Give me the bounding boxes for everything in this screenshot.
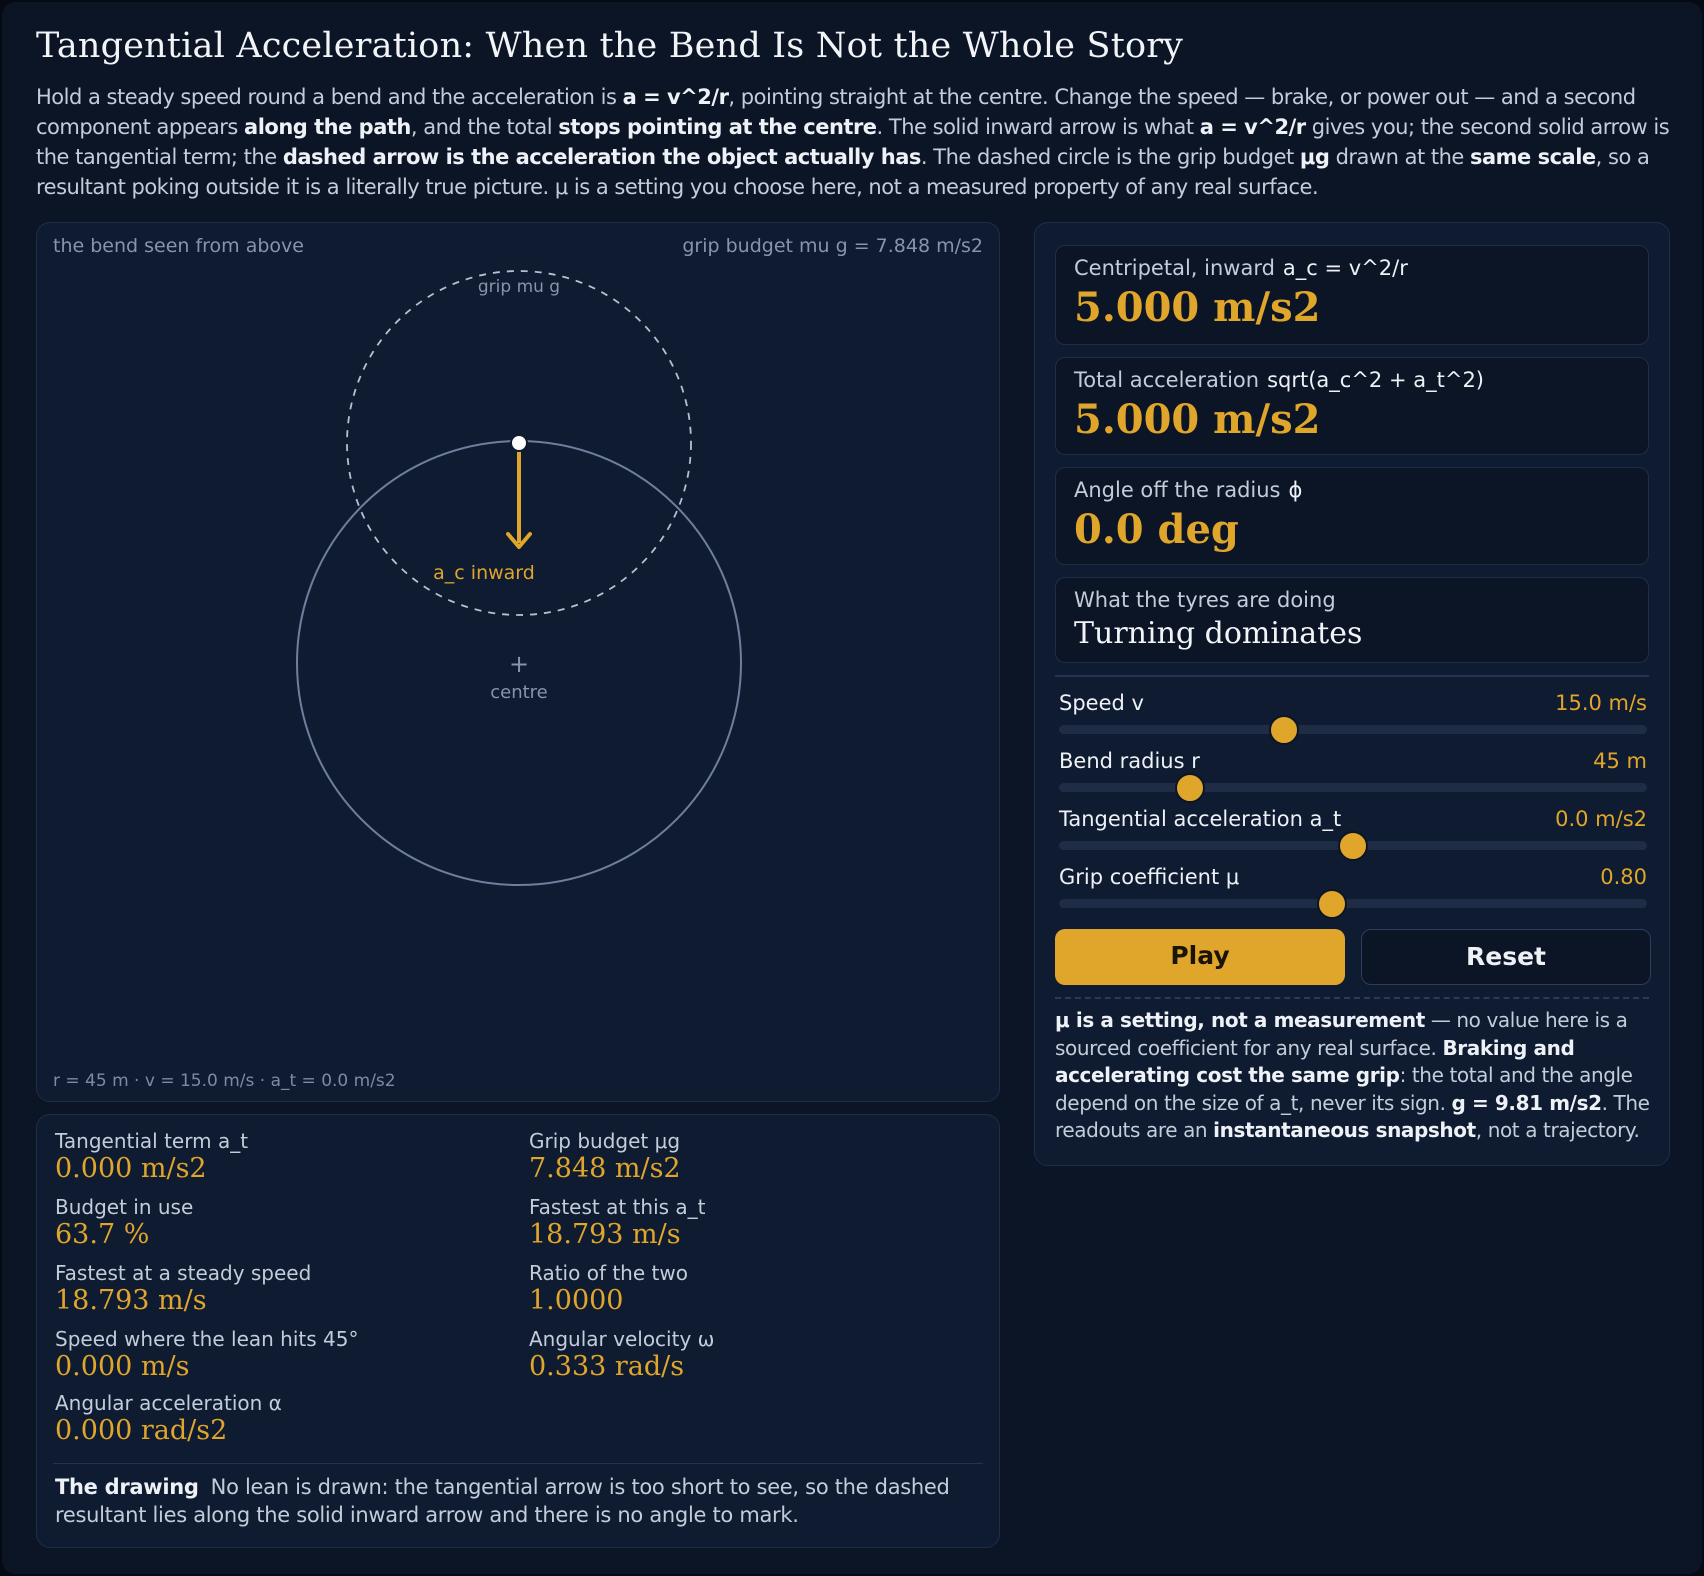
slider-thumb[interactable] [1317,889,1348,919]
canvas-status: r = 45 m · v = 15.0 m/s · a_t = 0.0 m/s2 [53,1071,396,1091]
stat-ratio: Ratio of the two 1.0000 [529,1261,688,1316]
grip-circle-label: grip mu g [478,277,560,297]
readout-tyres: What the tyres are doing Turning dominat… [1055,577,1649,663]
stat-fastest-steady: Fastest at a steady speed 18.793 m/s [55,1261,312,1316]
slider-track[interactable] [1059,899,1647,908]
stat-tangential-term: Tangential term a_t 0.000 m/s2 [55,1129,249,1184]
stat-angular-accel: Angular acceleration α 0.000 rad/s2 [55,1391,282,1446]
bend-diagram: grip mu g a_c inward + centre [296,270,742,886]
readout-centripetal: Centripetal, inward a_c = v^2/r 5.000 m/s… [1055,245,1649,345]
radius-slider[interactable]: Bend radius r 45 m [1059,749,1647,803]
speed-slider[interactable]: Speed v 15.0 m/s [1059,691,1647,745]
divider [53,1463,983,1464]
stat-budget-in-use: Budget in use 63.7 % [55,1195,194,1250]
stat-grip-budget: Grip budget μg 7.848 m/s2 [529,1129,681,1184]
divider [1055,675,1649,677]
stat-lean-45: Speed where the lean hits 45° 0.000 m/s [55,1327,359,1382]
slider-thumb[interactable] [1338,831,1368,861]
bend-canvas: the bend seen from above grip budget mu … [36,222,1000,1102]
canvas-caption: the bend seen from above [53,235,304,257]
settings-note: μ is a setting, not a measurement — no v… [1055,1008,1650,1142]
object-marker [510,434,528,452]
grip-budget-caption: grip budget mu g = 7.848 m/s2 [682,235,983,257]
readout-angle: Angle off the radius ϕ 0.0 deg [1055,467,1649,565]
readout-total: Total acceleration sqrt(a_c^2 + a_t^2) 5.… [1055,357,1649,455]
slider-thumb[interactable] [1174,773,1205,803]
stats-panel: Tangential term a_t 0.000 m/s2 Grip budg… [36,1114,1000,1548]
centripetal-arrowhead [506,532,532,549]
play-button[interactable]: Play [1055,929,1345,985]
grip-budget-circle [346,270,692,616]
stat-angular-velocity: Angular velocity ω 0.333 rad/s [529,1327,715,1382]
reset-button[interactable]: Reset [1361,929,1651,985]
slider-thumb[interactable] [1269,715,1300,745]
divider [1055,997,1649,999]
centre-icon: + [509,650,529,678]
slider-track[interactable] [1059,783,1647,792]
stat-fastest-at-at: Fastest at this a_t 18.793 m/s [529,1195,706,1250]
centre-label: centre [490,682,548,703]
slider-track[interactable] [1059,725,1647,734]
grip-slider[interactable]: Grip coefficient μ 0.80 [1059,865,1647,919]
drawing-note: The drawing No lean is drawn: the tangent… [55,1475,950,1527]
page-title: Tangential Acceleration: When the Bend I… [36,26,1184,66]
intro-paragraph: Hold a steady speed round a bend and the… [36,85,1670,199]
controls-panel: Centripetal, inward a_c = v^2/r 5.000 m/s… [1034,222,1670,1166]
arrow-label: a_c inward [433,562,535,584]
tangential-slider[interactable]: Tangential acceleration a_t 0.0 m/s2 [1059,807,1647,861]
